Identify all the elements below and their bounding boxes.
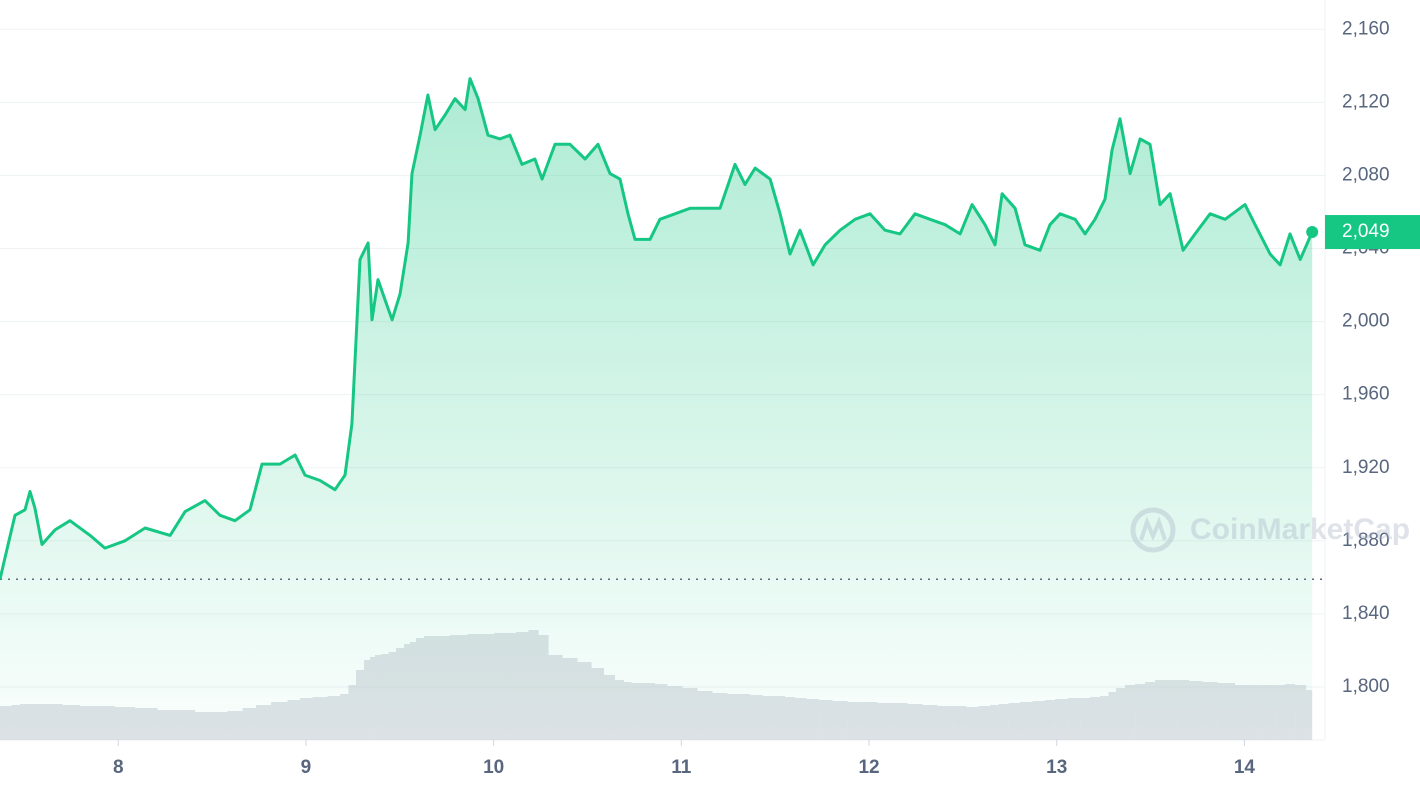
x-tick-label: 13: [1046, 757, 1067, 778]
y-tick-label: 1,880: [1342, 530, 1390, 551]
last-price-dot: [1306, 226, 1319, 239]
y-tick-label: 2,000: [1342, 311, 1390, 332]
price-area: [0, 78, 1313, 741]
x-tick-label: 10: [483, 757, 504, 778]
y-tick-label: 1,920: [1342, 457, 1390, 478]
x-tick-label: 12: [858, 757, 879, 778]
y-tick-label: 1,800: [1342, 676, 1390, 697]
watermark-text: CoinMarketCap: [1190, 513, 1410, 546]
y-tick-label: 1,840: [1342, 603, 1390, 624]
price-line: [0, 77, 1314, 580]
y-tick-label: 2,080: [1342, 164, 1390, 185]
x-tick-label: 8: [113, 757, 124, 778]
x-tick-label: 14: [1234, 757, 1256, 778]
last-price-tag: [1325, 215, 1420, 250]
watermark-logo-mark: [1139, 516, 1167, 542]
y-tick-label: 1,960: [1342, 384, 1390, 405]
watermark: CoinMarketCap: [1130, 507, 1410, 553]
x-tick-label: 11: [671, 757, 692, 778]
x-tick-label: 9: [301, 757, 312, 778]
last-price-label: 2,049: [1342, 221, 1390, 242]
watermark-logo: [1130, 507, 1176, 553]
y-tick-label: 2,160: [1342, 18, 1390, 39]
y-tick-label: 2,120: [1342, 91, 1390, 112]
